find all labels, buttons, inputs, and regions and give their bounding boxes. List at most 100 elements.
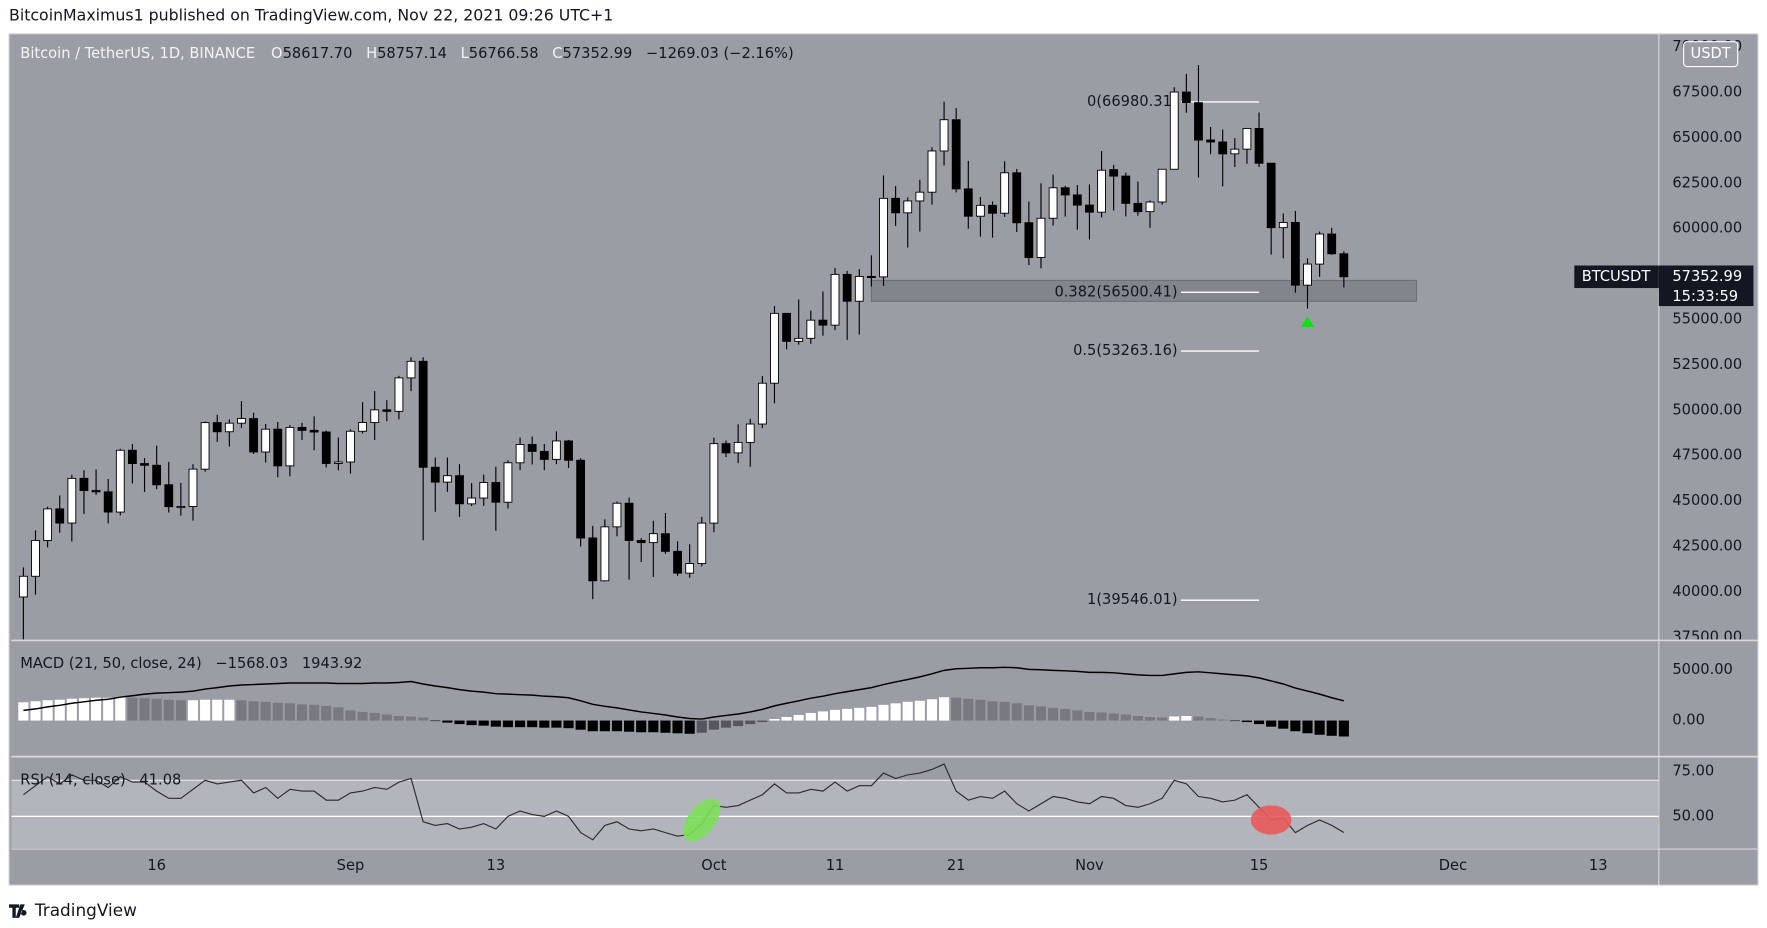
rsi-highlight [1250, 805, 1292, 835]
macd-readout: −1568.03 [215, 655, 288, 672]
macd-bar [890, 703, 901, 721]
macd-bar [817, 711, 828, 721]
candle-body [1303, 263, 1312, 286]
candle-body [491, 482, 501, 503]
currency-label[interactable]: USDT [1691, 45, 1731, 62]
candle-body [770, 312, 779, 384]
candle-body [382, 409, 392, 412]
macd-bar [684, 720, 695, 734]
y-tick-label: 65000.00 [1672, 129, 1742, 146]
candle-body [1133, 202, 1143, 213]
ohlc-value: 56766.58 [469, 45, 539, 62]
ohlc-key: L [461, 45, 470, 62]
candle-body [915, 191, 925, 202]
candle-body [685, 563, 695, 574]
candle-body [128, 449, 137, 465]
candle-body [418, 360, 428, 468]
last-price-label: 57352.99 [1672, 268, 1742, 285]
candle-body [237, 418, 246, 424]
x-tick-label: Nov [1075, 857, 1104, 874]
macd-bar [975, 699, 986, 721]
macd-bar [454, 720, 465, 725]
macd-bar [866, 706, 877, 721]
candle-body [503, 462, 513, 503]
symbol-title: Bitcoin / TetherUS, 1D, BINANCE [20, 45, 255, 62]
macd-bar [1144, 717, 1156, 721]
candle-body [636, 539, 646, 544]
candle-body [1000, 172, 1010, 214]
candle-body [297, 426, 307, 431]
candle-body [1145, 201, 1155, 213]
macd-bar [1278, 720, 1289, 729]
candle-body [140, 463, 149, 466]
macd-bar [527, 720, 538, 728]
macd-bar [1011, 703, 1022, 721]
x-tick-label: 21 [947, 857, 966, 874]
macd-bar [393, 715, 404, 721]
macd-bar [248, 701, 259, 721]
candle-body [854, 275, 864, 302]
candle-body [515, 443, 525, 464]
brand-name: TradingView [34, 900, 137, 920]
footer-logo: TradingView [9, 900, 137, 920]
candle-body [757, 382, 767, 425]
macd-bar [1290, 720, 1301, 732]
macd-bar [357, 711, 368, 721]
candle-body [467, 497, 477, 505]
macd-bar [587, 720, 598, 732]
macd-bar [514, 720, 526, 728]
candle-body [188, 468, 198, 507]
macd-bar [987, 701, 998, 721]
macd-bar [1157, 717, 1168, 721]
macd-line [23, 666, 1345, 720]
fib-label: 0(66980.31) [1087, 93, 1178, 110]
x-tick-label: Sep [337, 857, 365, 874]
macd-bar [878, 704, 889, 721]
macd-bar [1253, 720, 1265, 725]
macd-bar [842, 708, 853, 721]
fib-label: 0.382(56500.41) [1054, 283, 1177, 300]
candle-body [661, 533, 670, 552]
candle-body [1157, 168, 1167, 203]
macd-bar [551, 720, 562, 728]
candle-body [1085, 204, 1094, 213]
macd-bar [490, 720, 501, 727]
symbol-badge-label: BTCUSDT [1582, 268, 1651, 285]
y-tick-label: 37500.00 [1672, 628, 1742, 645]
candle-body [430, 466, 440, 483]
macd-bar [1338, 720, 1349, 737]
x-tick-label: 15 [1250, 857, 1269, 874]
macd-tick-label: 0.00 [1672, 712, 1705, 729]
price-badge: BTCUSDT 57352.99 15:33:59 [1574, 265, 1754, 307]
macd-bar [212, 699, 223, 721]
macd-bar [575, 720, 586, 730]
macd-bar [42, 700, 53, 721]
x-tick-label: 16 [147, 857, 166, 874]
macd-bar [1120, 714, 1131, 721]
price-change: −1269.03 (−2.16%) [646, 45, 794, 62]
macd-bar [1096, 712, 1107, 721]
candle-body [1339, 253, 1349, 278]
candle-body [67, 477, 77, 524]
macd-bar [1023, 705, 1034, 721]
candle-body [1327, 233, 1337, 255]
y-tick-label: 60000.00 [1672, 220, 1742, 237]
macd-readout: 1943.92 [302, 655, 363, 672]
macd-bar [405, 716, 417, 721]
rsi-legend: RSI (14, close) 41.08 [20, 771, 181, 788]
candle-body [309, 429, 319, 433]
candle-body [1242, 128, 1252, 150]
macd-bar [54, 699, 65, 721]
candle-body [164, 484, 174, 508]
publisher-line: BitcoinMaximus1 published on TradingView… [9, 5, 613, 24]
candle-body [370, 409, 380, 423]
macd-bar [624, 720, 635, 732]
candle-body [527, 443, 537, 452]
candle-body [333, 461, 343, 464]
macd-bar [696, 720, 707, 733]
candle-body [442, 475, 452, 483]
candle-body [1230, 148, 1240, 155]
currency-badge[interactable] [1683, 41, 1739, 68]
macd-bar [1217, 719, 1228, 721]
macd-bar [151, 698, 162, 721]
